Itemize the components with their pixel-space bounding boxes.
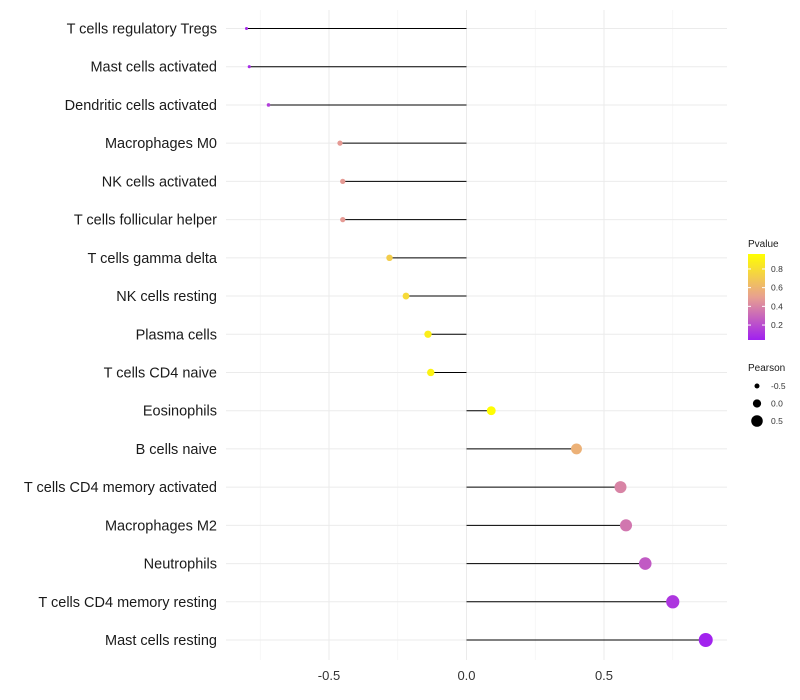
pearson-legend-title: Pearson: [748, 363, 785, 374]
category-label: T cells CD4 memory activated: [24, 480, 217, 496]
pvalue-color-bar: [748, 254, 765, 340]
data-point: [424, 330, 432, 338]
category-label: Plasma cells: [136, 327, 217, 343]
data-point: [427, 368, 435, 377]
data-point: [666, 595, 680, 609]
pearson-size-label: 0.0: [771, 399, 783, 409]
pearson-size-key: [752, 399, 762, 408]
category-label: NK cells resting: [116, 289, 217, 305]
x-tick-label: 0.0: [457, 668, 475, 683]
pvalue-tick-label: 0.8: [771, 264, 783, 274]
category-label: Dendritic cells activated: [65, 98, 217, 114]
pvalue-tick-label: 0.6: [771, 283, 783, 293]
category-label: Macrophages M0: [105, 136, 217, 152]
pearson-size-key: [754, 383, 760, 389]
legend: Pvalue 0.8 0.6 0.4 0.2 Pearson -0.5 0.0 0.5: [748, 239, 786, 427]
data-point: [619, 519, 633, 532]
category-label: Eosinophils: [143, 404, 217, 420]
data-point: [245, 27, 248, 30]
category-label: Mast cells resting: [105, 633, 217, 649]
pvalue-tick-label: 0.4: [771, 301, 783, 311]
category-label: Neutrophils: [144, 557, 217, 573]
data-point: [571, 443, 582, 455]
data-point: [266, 103, 271, 107]
category-label: NK cells activated: [102, 174, 217, 190]
data-point: [337, 140, 343, 146]
stems: [246, 28, 706, 641]
x-tick-label: 0.5: [595, 668, 613, 683]
y-axis-labels: T cells regulatory Tregs Mast cells activ…: [24, 22, 218, 650]
data-point: [698, 633, 713, 647]
x-tick-label: -0.5: [318, 668, 340, 683]
category-label: T cells CD4 naive: [104, 365, 217, 381]
category-label: T cells regulatory Tregs: [67, 22, 217, 38]
category-label: T cells CD4 memory resting: [38, 595, 217, 611]
data-point: [386, 254, 393, 262]
category-label: T cells gamma delta: [88, 251, 218, 267]
data-point: [247, 65, 251, 69]
category-label: Macrophages M2: [105, 518, 217, 534]
pvalue-tick-label: 0.2: [771, 320, 783, 330]
category-label: B cells naive: [136, 442, 217, 458]
data-point: [614, 481, 627, 494]
data-point: [402, 292, 410, 300]
pvalue-legend-title: Pvalue: [748, 239, 779, 250]
data-point: [340, 178, 346, 185]
pearson-size-key: [751, 415, 763, 427]
data-point: [638, 557, 652, 570]
grid: [226, 10, 727, 660]
category-label: Mast cells activated: [90, 60, 217, 76]
data-point: [340, 216, 346, 223]
points: [245, 27, 713, 647]
data-point: [486, 406, 496, 416]
pearson-size-label: 0.5: [771, 416, 783, 426]
x-axis-ticks: -0.5 0.0 0.5: [318, 668, 613, 683]
pearson-size-label: -0.5: [771, 381, 786, 391]
category-label: T cells follicular helper: [74, 213, 217, 229]
